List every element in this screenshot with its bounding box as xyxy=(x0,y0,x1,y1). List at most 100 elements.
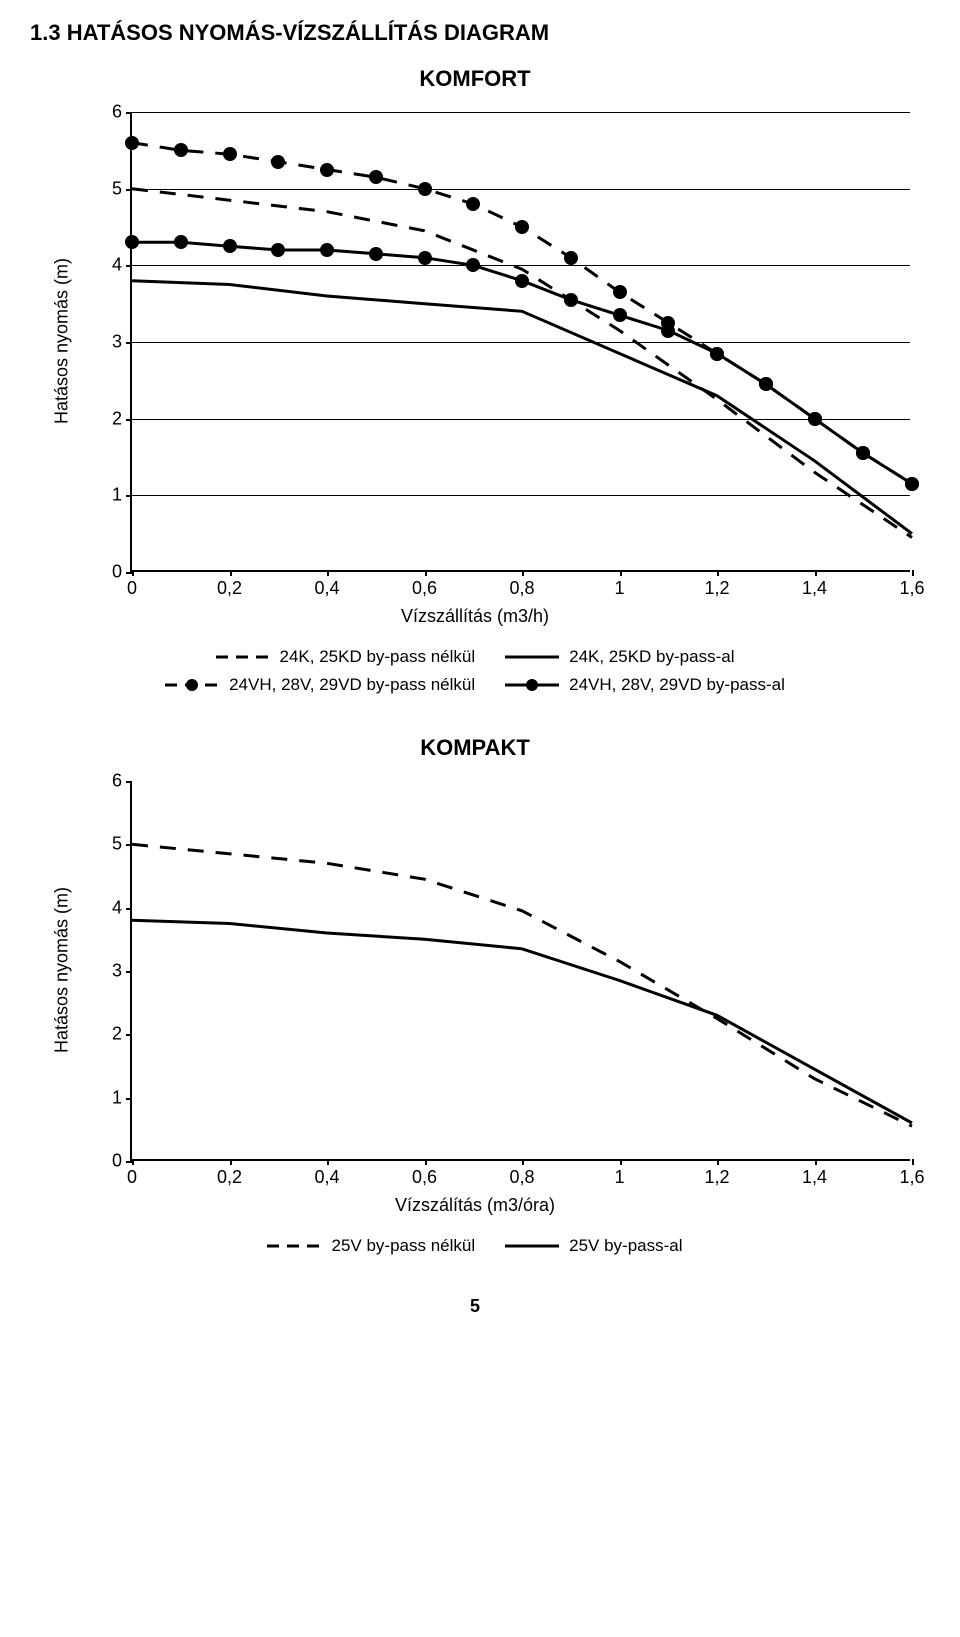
legend-item-s1: 24K, 25KD by-pass nélkül xyxy=(216,647,476,667)
series-k1 xyxy=(132,844,912,1126)
page: 1.3 HATÁSOS NYOMÁS-VÍZSZÁLLÍTÁS DIAGRAM … xyxy=(0,0,960,1357)
xtick-label: 0,6 xyxy=(412,570,437,599)
xtick-label: 1,4 xyxy=(802,570,827,599)
marker-s4 xyxy=(418,251,432,265)
page-number: 5 xyxy=(30,1296,920,1317)
chart-frame-1: 012345600,20,40,60,811,21,41,6Hatásos ny… xyxy=(40,102,910,572)
y-axis-label: Hatásos nyomás (m) xyxy=(52,887,73,1053)
series-svg xyxy=(132,781,912,1161)
chart-frame-2: 012345600,20,40,60,811,21,41,6Hatásos ny… xyxy=(40,771,910,1161)
ytick-label: 6 xyxy=(112,771,132,792)
marker-s4 xyxy=(613,308,627,322)
ytick-label: 3 xyxy=(112,961,132,982)
xtick-label: 1,4 xyxy=(802,1159,827,1188)
xtick-label: 0,2 xyxy=(217,1159,242,1188)
xtick-label: 0 xyxy=(127,570,137,599)
legend-line-icon xyxy=(505,677,559,693)
xtick-label: 0,8 xyxy=(509,1159,534,1188)
legend-item-k1: 25V by-pass nélkül xyxy=(267,1236,475,1256)
legend-label: 24VH, 28V, 29VD by-pass-al xyxy=(569,675,785,695)
marker-s4 xyxy=(271,243,285,257)
marker-s4 xyxy=(125,235,139,249)
marker-s3 xyxy=(564,251,578,265)
marker-s4 xyxy=(808,412,822,426)
marker-s4 xyxy=(710,347,724,361)
marker-s4 xyxy=(759,377,773,391)
xtick-label: 1,2 xyxy=(704,1159,729,1188)
marker-s4 xyxy=(564,293,578,307)
legend-label: 24K, 25KD by-pass-al xyxy=(569,647,734,667)
legend-item-k2: 25V by-pass-al xyxy=(505,1236,682,1256)
marker-s3 xyxy=(223,147,237,161)
legend-line-icon xyxy=(216,649,270,665)
plot-area: 012345600,20,40,60,811,21,41,6Hatásos ny… xyxy=(130,781,910,1161)
ytick-label: 4 xyxy=(112,255,132,276)
ytick-label: 6 xyxy=(112,102,132,123)
xtick-label: 0 xyxy=(127,1159,137,1188)
xtick-label: 0,2 xyxy=(217,570,242,599)
series-svg xyxy=(132,112,912,572)
xtick-label: 0,4 xyxy=(314,570,339,599)
marker-s4 xyxy=(174,235,188,249)
legend-line-icon xyxy=(505,649,559,665)
y-axis-label: Hatásos nyomás (m) xyxy=(52,258,73,424)
marker-s4 xyxy=(223,239,237,253)
chart-kompakt: KOMPAKT 012345600,20,40,60,811,21,41,6Ha… xyxy=(30,735,920,1256)
legend-label: 24K, 25KD by-pass nélkül xyxy=(280,647,476,667)
legend-line-icon xyxy=(505,1238,559,1254)
page-title: 1.3 HATÁSOS NYOMÁS-VÍZSZÁLLÍTÁS DIAGRAM xyxy=(30,20,920,46)
ytick-label: 5 xyxy=(112,834,132,855)
x-axis-label-1: Vízszállítás (m3/h) xyxy=(30,606,920,627)
marker-s4 xyxy=(856,446,870,460)
legend-item-s4: 24VH, 28V, 29VD by-pass-al xyxy=(505,675,785,695)
legend-line-icon xyxy=(165,677,219,693)
xtick-label: 1,6 xyxy=(899,570,924,599)
ytick-label: 5 xyxy=(112,178,132,199)
xtick-label: 1 xyxy=(614,570,624,599)
legend-line-icon xyxy=(267,1238,321,1254)
marker-s3 xyxy=(125,136,139,150)
ytick-label: 2 xyxy=(112,1024,132,1045)
marker-s4 xyxy=(905,477,919,491)
legend-1: 24K, 25KD by-pass nélkül 24K, 25KD by-pas… xyxy=(115,647,835,695)
xtick-label: 0,6 xyxy=(412,1159,437,1188)
marker-s3 xyxy=(320,163,334,177)
legend-label: 25V by-pass nélkül xyxy=(331,1236,475,1256)
xtick-label: 0,4 xyxy=(314,1159,339,1188)
series-s1 xyxy=(132,189,912,538)
series-s3 xyxy=(132,143,912,484)
legend-label: 25V by-pass-al xyxy=(569,1236,682,1256)
series-s2 xyxy=(132,281,912,534)
legend-item-s3: 24VH, 28V, 29VD by-pass nélkül xyxy=(165,675,475,695)
legend-2: 25V by-pass nélkül 25V by-pass-al xyxy=(115,1236,835,1256)
chart-title-kompakt: KOMPAKT xyxy=(30,735,920,761)
xtick-label: 0,8 xyxy=(509,570,534,599)
marker-s3 xyxy=(369,170,383,184)
x-axis-label-2: Vízszálítás (m3/óra) xyxy=(30,1195,920,1216)
chart-title-komfort: KOMFORT xyxy=(30,66,920,92)
legend-label: 24VH, 28V, 29VD by-pass nélkül xyxy=(229,675,475,695)
marker-s3 xyxy=(418,182,432,196)
plot-area: 012345600,20,40,60,811,21,41,6Hatásos ny… xyxy=(130,112,910,572)
chart-komfort: KOMFORT 012345600,20,40,60,811,21,41,6Ha… xyxy=(30,66,920,695)
marker-s3 xyxy=(271,155,285,169)
marker-s3 xyxy=(466,197,480,211)
marker-s3 xyxy=(174,143,188,157)
ytick-label: 1 xyxy=(112,485,132,506)
marker-s4 xyxy=(515,274,529,288)
xtick-label: 1 xyxy=(614,1159,624,1188)
ytick-label: 3 xyxy=(112,332,132,353)
ytick-label: 4 xyxy=(112,897,132,918)
series-k2 xyxy=(132,920,912,1123)
marker-s4 xyxy=(661,324,675,338)
ytick-label: 2 xyxy=(112,408,132,429)
xtick-label: 1,6 xyxy=(899,1159,924,1188)
marker-s4 xyxy=(466,258,480,272)
marker-s4 xyxy=(320,243,334,257)
marker-s3 xyxy=(613,285,627,299)
marker-s3 xyxy=(515,220,529,234)
legend-item-s2: 24K, 25KD by-pass-al xyxy=(505,647,734,667)
marker-s4 xyxy=(369,247,383,261)
ytick-label: 1 xyxy=(112,1087,132,1108)
xtick-label: 1,2 xyxy=(704,570,729,599)
